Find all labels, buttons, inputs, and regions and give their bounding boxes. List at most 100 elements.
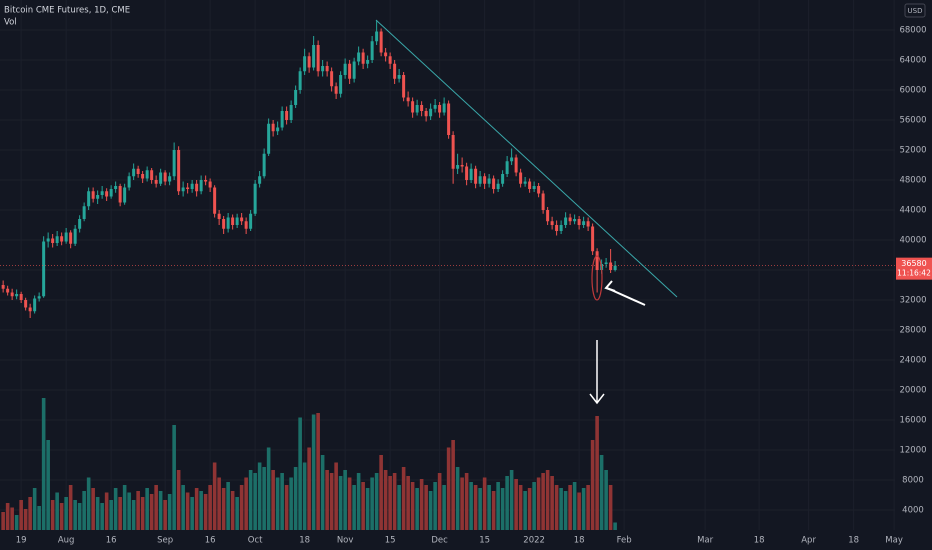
candle-body [262, 153, 266, 177]
volume-bar [176, 470, 181, 530]
volume-bar [284, 485, 289, 530]
candle-body [325, 65, 329, 72]
volume-bar [230, 491, 235, 530]
volume-bar [410, 482, 415, 530]
x-tick-label: 16 [205, 536, 216, 546]
volume-bar [46, 440, 50, 530]
y-tick-label: 28000 [899, 325, 926, 335]
volume-bar [55, 492, 59, 530]
candle-body [415, 104, 419, 113]
candle-body [366, 59, 370, 64]
candle-body [483, 176, 487, 184]
x-tick-label: Mar [697, 536, 714, 546]
candle-body [285, 110, 289, 120]
candle-body [573, 218, 577, 222]
candle-body [586, 221, 590, 227]
volume-bar [482, 477, 487, 530]
candle-body [136, 168, 140, 174]
candle-body [496, 183, 500, 189]
candle-body [487, 178, 491, 184]
volume-bar [167, 494, 172, 530]
candle-body [343, 63, 347, 75]
candle-body [10, 292, 14, 297]
volume-bar [311, 414, 316, 530]
volume-bar [608, 485, 613, 530]
volume-bar [397, 485, 401, 530]
x-tick-label: 15 [385, 536, 396, 546]
volume-bar [221, 488, 226, 530]
x-tick-label: 16 [106, 536, 117, 546]
volume-bar [104, 492, 109, 530]
volume-bar [568, 485, 572, 530]
y-tick-label: 8000 [902, 475, 924, 485]
candle-body [406, 97, 410, 102]
x-tick-label: 2022 [523, 536, 545, 546]
candle-body [465, 166, 469, 180]
candle-body [82, 206, 86, 219]
x-tick-label: 18 [848, 536, 859, 546]
volume-bar [23, 509, 28, 530]
candle-body [19, 293, 23, 300]
candle-body [397, 74, 401, 79]
volume-bar [374, 473, 379, 530]
candle-body [550, 221, 554, 225]
volume-bar [41, 398, 46, 530]
candle-body [163, 172, 167, 182]
volume-bar [464, 473, 469, 530]
x-tick-label: May [885, 536, 903, 546]
candle-body [276, 127, 280, 132]
volume-bar [289, 477, 293, 530]
candle-body [289, 104, 293, 120]
volume-bar [545, 470, 550, 530]
currency: USD [908, 7, 923, 15]
volume-bar [613, 522, 617, 530]
volume-bar [361, 482, 365, 530]
volume-bar [446, 447, 451, 530]
candle-body [55, 236, 59, 243]
candle-body [78, 218, 82, 229]
volume-bar [50, 500, 55, 530]
volume-bar [320, 455, 325, 530]
candle-body [595, 251, 599, 270]
volume-bar [338, 476, 343, 530]
candle-body [433, 104, 437, 109]
candle-body [591, 226, 595, 252]
candle-body [168, 176, 172, 182]
volume-bar [604, 470, 608, 530]
candle-body [330, 71, 334, 87]
x-tick-label: Aug [58, 536, 75, 546]
volume-bar [532, 482, 536, 530]
candle-body [127, 176, 131, 188]
candle-body [24, 299, 28, 308]
volume-bar [478, 488, 482, 530]
volume-label: Vol [4, 18, 17, 28]
y-tick-label: 44000 [899, 205, 926, 215]
y-tick-label: 60000 [899, 85, 926, 95]
candle-body [501, 173, 505, 184]
candle-body [150, 170, 154, 180]
volume-bar [190, 497, 194, 530]
volume-bar [280, 473, 284, 530]
candle-body [51, 238, 55, 243]
y-tick-label: 4000 [902, 505, 924, 515]
candle-body [69, 232, 73, 244]
candle-body [226, 217, 230, 229]
candle-body [568, 217, 572, 222]
volume-bar [352, 485, 356, 530]
volume-bar [356, 473, 361, 530]
y-tick-label: 48000 [899, 175, 926, 185]
volume-bar [73, 500, 77, 530]
candle-body [37, 296, 41, 299]
candle-body [424, 110, 428, 117]
volume-bar [586, 485, 590, 530]
volume-bar [118, 497, 122, 530]
last-price-badge [896, 257, 932, 280]
last-price-label: 36580 [901, 259, 926, 268]
volume-bar [262, 467, 266, 530]
volume-bar [536, 477, 541, 530]
volume-bar [37, 506, 41, 530]
x-tick-label: Apr [801, 536, 816, 546]
candle-body [114, 185, 118, 189]
volume-bar [28, 497, 32, 530]
volume-bar [275, 477, 280, 530]
